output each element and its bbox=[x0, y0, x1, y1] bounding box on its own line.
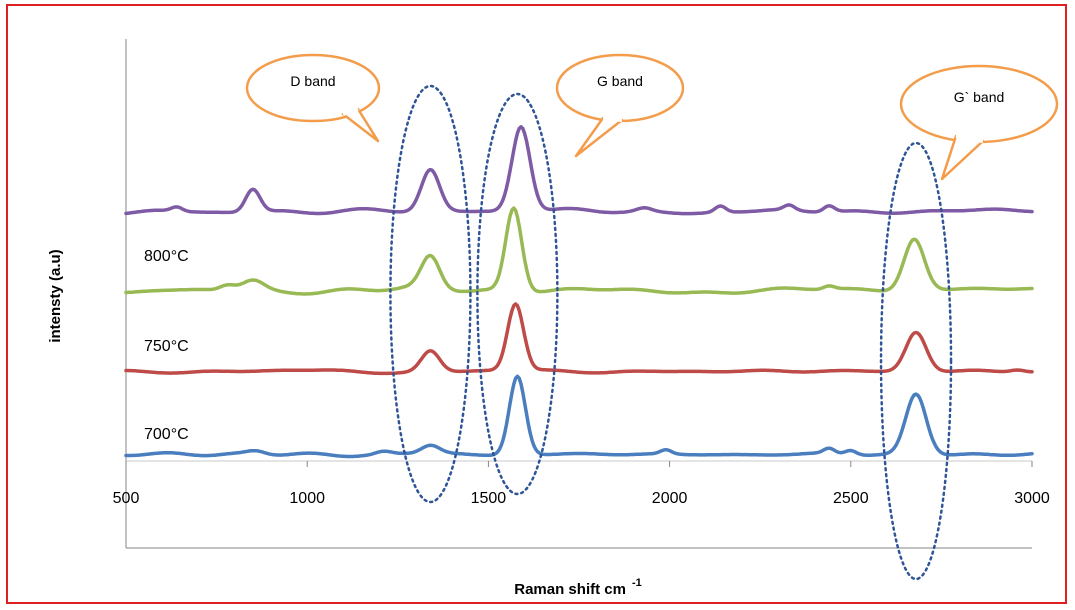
callout-tail-join bbox=[342, 107, 359, 116]
series-line-s850 bbox=[124, 125, 1034, 216]
x-tick-label: 1500 bbox=[471, 490, 507, 507]
x-tick-label: 2500 bbox=[833, 490, 869, 507]
callout-g: G band bbox=[555, 53, 685, 158]
axes bbox=[125, 39, 1032, 549]
y-axis-title: intensty (a.u) bbox=[47, 249, 64, 342]
series-label-s800: 800°C bbox=[144, 248, 189, 265]
callout-tail bbox=[574, 116, 624, 158]
callout-tail-join bbox=[955, 134, 984, 143]
callout-bubble bbox=[245, 53, 381, 123]
series-label-s750: 750°C bbox=[144, 338, 189, 355]
band-ellipse-g bbox=[476, 92, 559, 496]
band-callouts: D band G band G` band bbox=[245, 53, 1059, 181]
series-line-s800 bbox=[124, 206, 1034, 296]
x-ticks: 500 1000 1500 2000 2500 3000 bbox=[113, 461, 1050, 507]
x-axis-title: Raman shift cm -1 bbox=[514, 577, 641, 598]
band-ellipse-g2 bbox=[879, 141, 953, 581]
series-group bbox=[124, 125, 1034, 459]
callout-tail-join bbox=[602, 116, 623, 122]
band-ellipses bbox=[389, 84, 953, 581]
callout-text: G band bbox=[597, 73, 643, 89]
series-line-s700 bbox=[124, 374, 1034, 459]
x-tick-label: 1000 bbox=[289, 490, 325, 507]
chart-frame: 500 1000 1500 2000 2500 3000 D band G band G` b… bbox=[6, 4, 1067, 604]
series-line-s750 bbox=[124, 302, 1034, 376]
band-ellipse-d bbox=[389, 84, 472, 504]
x-tick-label: 500 bbox=[113, 490, 140, 507]
series-labels: 700°C 750°C 800°C bbox=[144, 248, 189, 443]
x-tick-label: 3000 bbox=[1014, 490, 1050, 507]
callout-g2: G` band bbox=[899, 64, 1059, 181]
series-label-s700: 700°C bbox=[144, 426, 189, 443]
raman-chart: 500 1000 1500 2000 2500 3000 D band G band G` b… bbox=[47, 39, 1059, 598]
callout-text: G` band bbox=[954, 89, 1005, 105]
callout-tail bbox=[940, 134, 985, 181]
x-tick-label: 2000 bbox=[652, 490, 688, 507]
callout-text: D band bbox=[290, 73, 335, 89]
callout-d: D band bbox=[245, 53, 381, 143]
